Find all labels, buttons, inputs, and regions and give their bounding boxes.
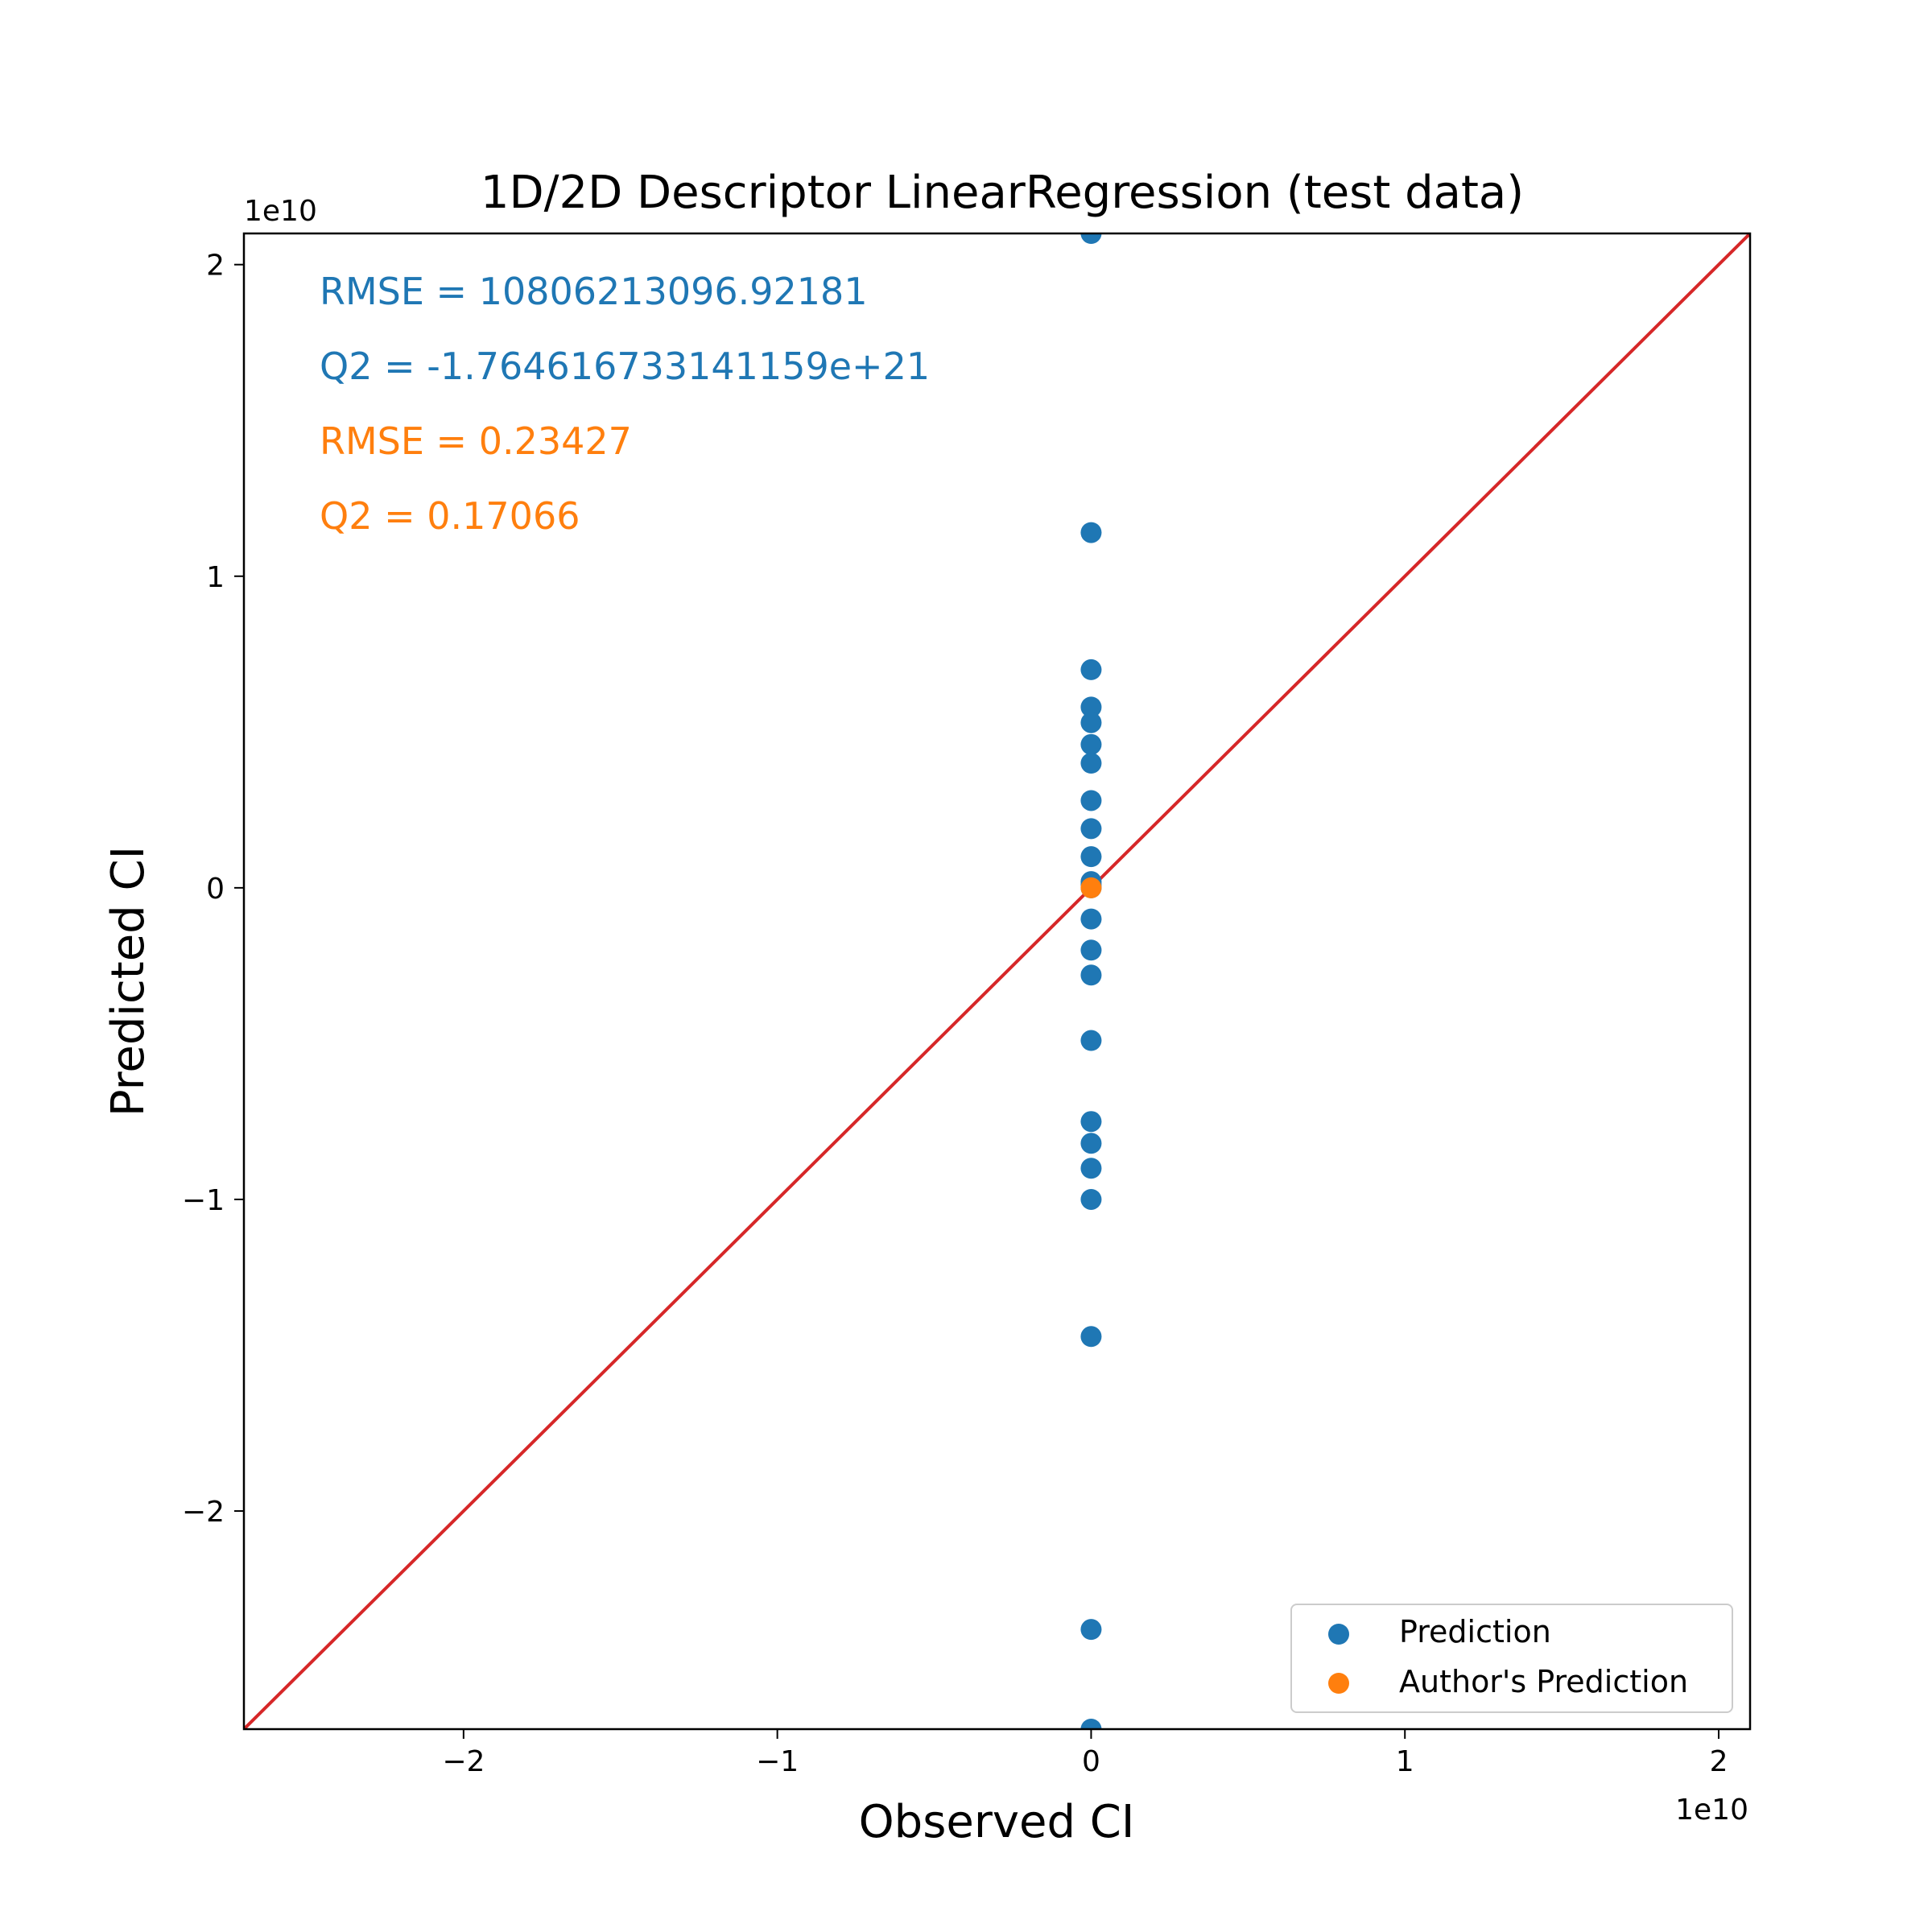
metrics-annotations: RMSE = 10806213096.92181 Q2 = -1.76461673… <box>320 270 930 538</box>
y-tick-label: 0 <box>206 873 225 906</box>
prediction-point <box>1080 964 1102 986</box>
x-tick-label: 1 <box>1396 1745 1414 1778</box>
x-tick-label: −2 <box>442 1745 485 1778</box>
prediction-point <box>1080 790 1102 811</box>
legend: Prediction Author's Prediction <box>1290 1604 1733 1713</box>
prediction-point <box>1080 233 1102 244</box>
prediction-point <box>1080 1158 1102 1179</box>
points-layer <box>1080 233 1102 1729</box>
x-axis-label: Observed CI <box>859 1796 1135 1848</box>
prediction-point <box>1080 1619 1102 1641</box>
legend-box <box>1290 1604 1733 1713</box>
legend-label-prediction: Prediction <box>1399 1614 1551 1649</box>
prediction-point <box>1080 908 1102 930</box>
chart-title: 1D/2D Descriptor LinearRegression (test … <box>481 167 1524 219</box>
y-tick-label: −1 <box>182 1184 225 1217</box>
metric-annotation: Q2 = -1.764616733141159e+21 <box>320 345 930 388</box>
legend-marker-prediction <box>1328 1624 1349 1645</box>
x-tick-label: 0 <box>1082 1745 1100 1778</box>
prediction-point <box>1080 712 1102 733</box>
y-axis: −2 −1 0 1 2 <box>182 250 244 1529</box>
prediction-point <box>1080 1188 1102 1210</box>
author-s-prediction-point <box>1080 877 1102 898</box>
identity-line-layer <box>244 233 1750 1729</box>
y-tick-label: 1 <box>206 561 225 594</box>
metric-annotation: RMSE = 0.23427 <box>320 419 632 463</box>
y-tick-label: 2 <box>206 250 225 283</box>
prediction-point <box>1080 658 1102 680</box>
prediction-point <box>1080 733 1102 755</box>
prediction-point <box>1080 818 1102 840</box>
legend-marker-authors-prediction <box>1328 1673 1349 1694</box>
prediction-point <box>1080 522 1102 543</box>
legend-label-authors-prediction: Author's Prediction <box>1399 1664 1688 1699</box>
metric-annotation: RMSE = 10806213096.92181 <box>320 270 868 313</box>
prediction-point <box>1080 1719 1102 1729</box>
y-axis-offset-label: 1e10 <box>244 195 317 228</box>
identity-line <box>244 233 1750 1729</box>
prediction-point <box>1080 846 1102 868</box>
prediction-point <box>1080 1133 1102 1154</box>
plot-frame <box>242 232 1752 1731</box>
prediction-point <box>1080 753 1102 774</box>
metric-annotation: Q2 = 0.17066 <box>320 494 580 538</box>
x-axis: −2 −1 0 1 2 <box>442 1729 1728 1778</box>
x-axis-offset-label: 1e10 <box>1675 1794 1748 1827</box>
prediction-point <box>1080 1111 1102 1133</box>
prediction-point <box>1080 1030 1102 1051</box>
x-tick-label: −1 <box>756 1745 799 1778</box>
y-tick-label: −2 <box>182 1496 225 1529</box>
prediction-point <box>1080 1326 1102 1348</box>
prediction-point <box>1080 696 1102 718</box>
y-axis-label: Predicted CI <box>102 846 155 1117</box>
x-tick-label: 2 <box>1710 1745 1728 1778</box>
prediction-point <box>1080 939 1102 961</box>
